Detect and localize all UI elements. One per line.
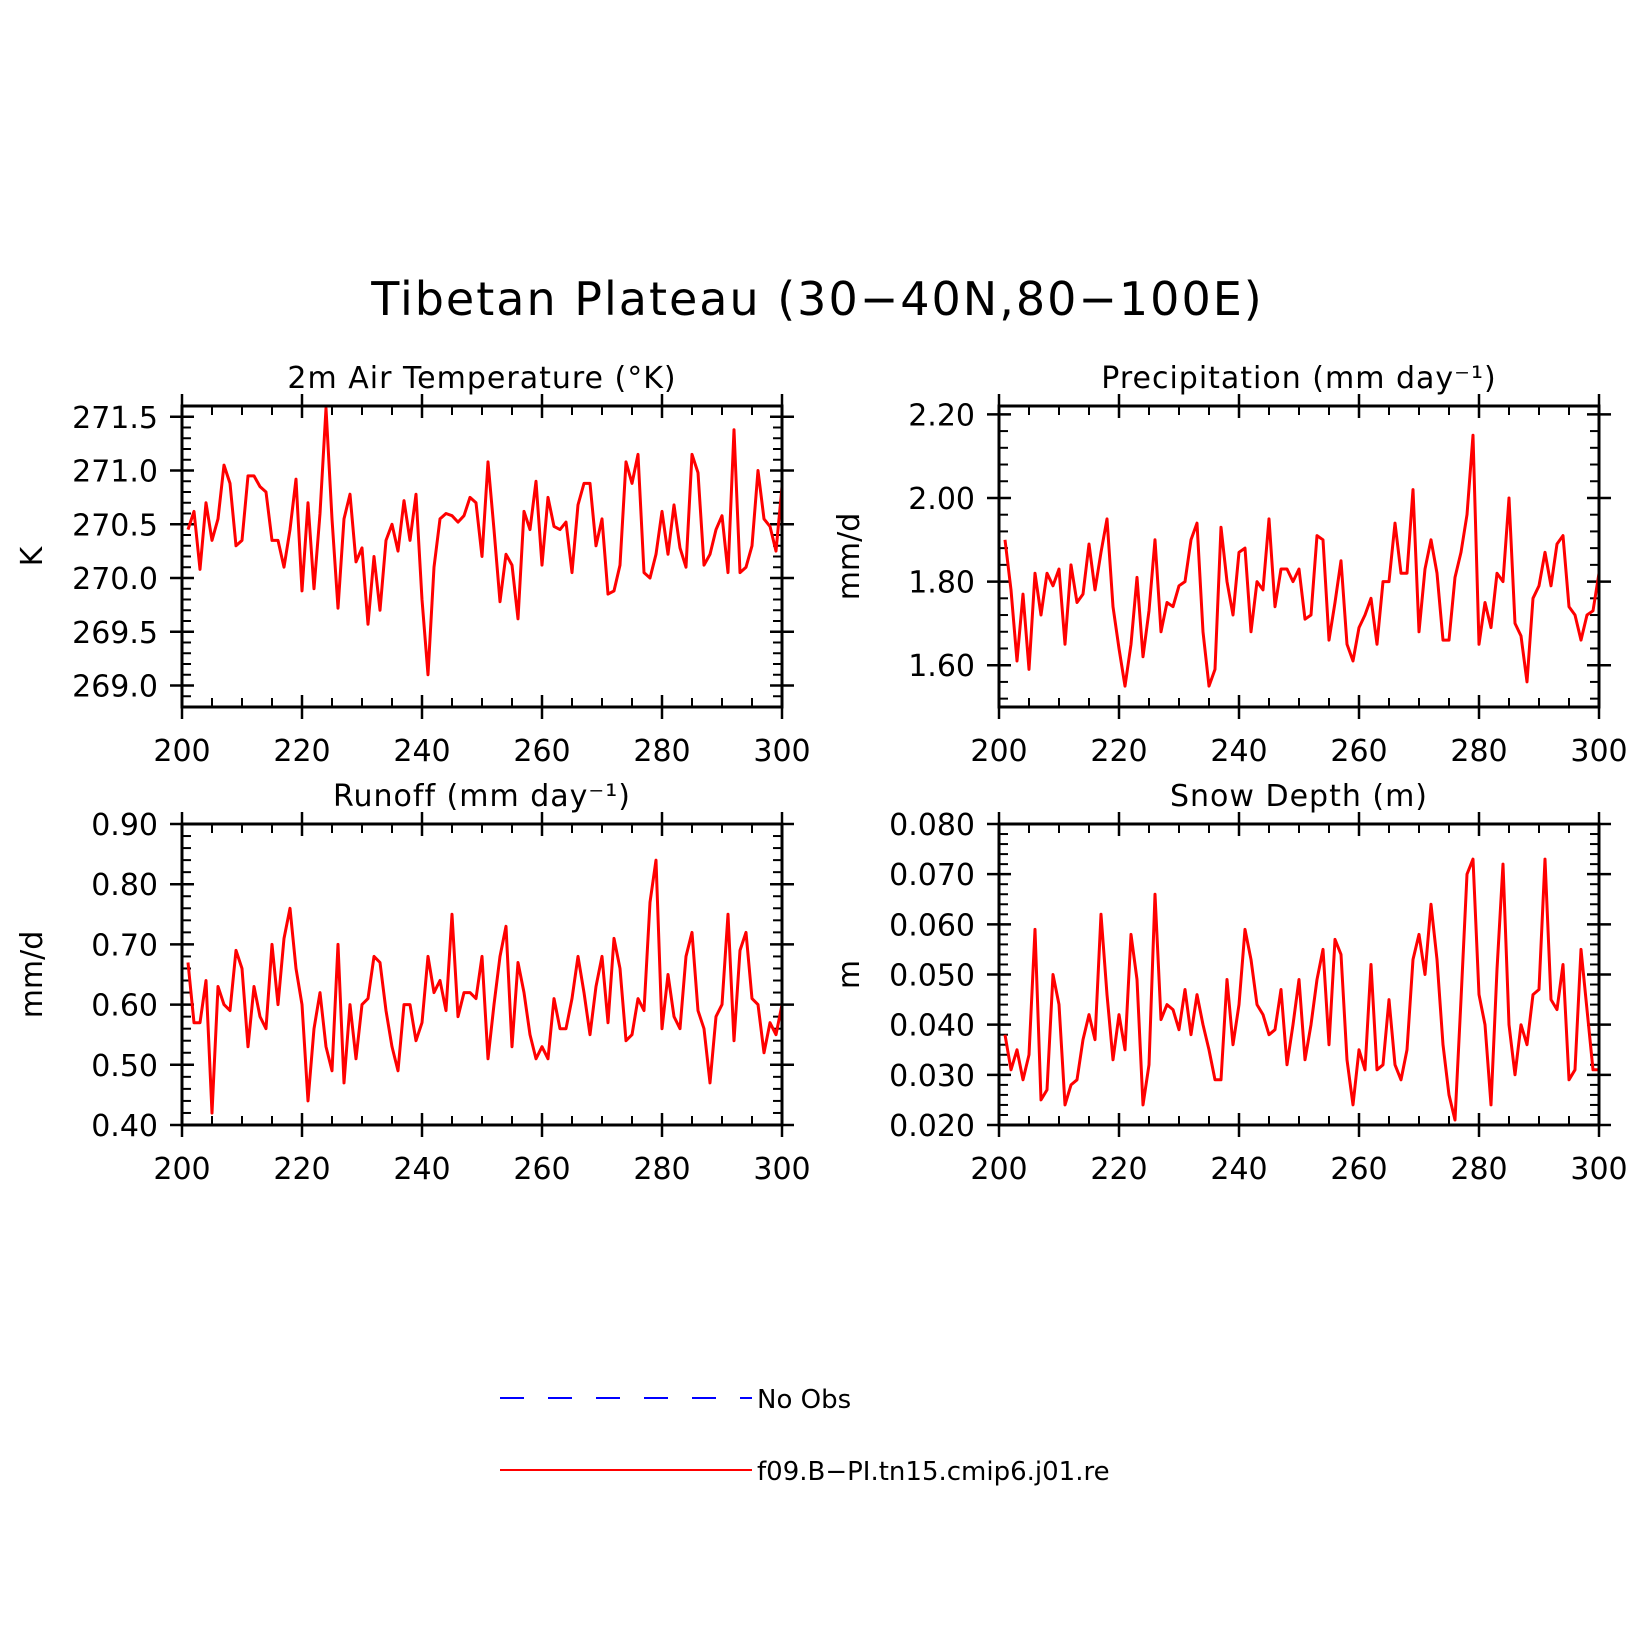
x-tick-label: 260 [513, 734, 570, 769]
y-tick-label: 1.60 [908, 649, 975, 684]
plot-frame-runoff [180, 822, 784, 1127]
x-tick-label: 220 [273, 1152, 330, 1187]
x-tick-label: 300 [753, 734, 810, 769]
plot-frame-snow-depth [997, 822, 1601, 1127]
x-tick-label: 280 [1450, 1152, 1507, 1187]
panel-title-temperature: 2m Air Temperature (°K) [287, 361, 676, 396]
x-tick-label: 220 [1090, 734, 1147, 769]
panel-precipitation: Precipitation (mm day⁻¹) mm/d 200 220 240 260… [832, 361, 1628, 769]
y-axis-label-temperature: K [15, 545, 50, 566]
x-tick-label: 280 [633, 1152, 690, 1187]
y-axis-label-snow-depth: m [832, 960, 867, 989]
legend-no-obs-label: No Obs [757, 1385, 851, 1415]
y-tick-label: 0.080 [889, 808, 975, 843]
x-tick-label: 200 [153, 1152, 210, 1187]
y-tick-label: 0.060 [889, 908, 975, 943]
y-tick-label: 270.0 [72, 562, 158, 597]
y-tick-label: 0.60 [91, 989, 158, 1024]
y-tick-label: 270.5 [72, 508, 158, 543]
y-tick-label: 2.00 [908, 482, 975, 517]
x-tick-label: 280 [633, 734, 690, 769]
legend-model-label: f09.B−PI.tn15.cmip6.j01.re [757, 1457, 1110, 1487]
y-tick-label: 0.80 [91, 868, 158, 903]
series-line-snow-depth [1003, 857, 1599, 1122]
panel-title-precipitation: Precipitation (mm day⁻¹) [1101, 361, 1496, 396]
x-tick-label: 260 [1330, 1152, 1387, 1187]
legend: No Obs f09.B−PI.tn15.cmip6.j01.re [500, 1385, 1110, 1487]
x-tick-label: 200 [970, 734, 1027, 769]
x-tick-label: 200 [970, 1152, 1027, 1187]
y-tick-label: 2.20 [908, 398, 975, 433]
x-tick-label: 240 [393, 1152, 450, 1187]
panel-snow-depth: Snow Depth (m) m 200 220 240 260 280 300 0.020 0.… [832, 779, 1628, 1187]
x-tick-label: 220 [1090, 1152, 1147, 1187]
x-tick-label: 260 [513, 1152, 570, 1187]
series-line-precipitation [1003, 433, 1601, 688]
y-tick-label: 271.5 [72, 401, 158, 436]
series-line-temperature [186, 406, 784, 677]
y-tick-label: 0.070 [889, 858, 975, 893]
figure-title: Tibetan Plateau (30−40N,80−100E) [371, 272, 1264, 326]
y-tick-label: 0.90 [91, 808, 158, 843]
plot-frame-precipitation [997, 404, 1601, 709]
x-tick-label: 300 [1570, 734, 1627, 769]
panel-runoff: Runoff (mm day⁻¹) mm/d 200 220 240 260 280 300 0… [15, 779, 811, 1187]
x-tick-label: 200 [153, 734, 210, 769]
x-tick-label: 220 [273, 734, 330, 769]
y-tick-label: 269.5 [72, 616, 158, 651]
x-tick-label: 240 [393, 734, 450, 769]
y-tick-label: 0.050 [889, 959, 975, 994]
x-tick-label: 240 [1210, 734, 1267, 769]
y-tick-label: 0.040 [889, 1009, 975, 1044]
y-axis-label-runoff: mm/d [15, 931, 50, 1019]
panel-title-snow-depth: Snow Depth (m) [1170, 779, 1428, 814]
panels-group: 2m Air Temperature (°K) K 200 220 240 260 280 3… [15, 361, 1628, 1187]
y-tick-label: 0.50 [91, 1049, 158, 1084]
y-tick-label: 0.030 [889, 1059, 975, 1094]
plot-frame-temperature [180, 404, 784, 709]
panel-title-runoff: Runoff (mm day⁻¹) [333, 779, 631, 814]
y-axis-label-precipitation: mm/d [832, 513, 867, 601]
x-tick-label: 240 [1210, 1152, 1267, 1187]
y-tick-label: 271.0 [72, 455, 158, 490]
y-tick-label: 269.0 [72, 670, 158, 705]
x-tick-label: 300 [1570, 1152, 1627, 1187]
y-tick-label: 1.80 [908, 566, 975, 601]
x-tick-label: 280 [1450, 734, 1507, 769]
x-tick-label: 300 [753, 1152, 810, 1187]
y-tick-label: 0.020 [889, 1109, 975, 1144]
x-tick-label: 260 [1330, 734, 1387, 769]
y-tick-label: 0.40 [91, 1109, 158, 1144]
y-tick-label: 0.70 [91, 928, 158, 963]
series-line-runoff [186, 858, 784, 1115]
panel-temperature: 2m Air Temperature (°K) K 200 220 240 260 280 3… [15, 361, 811, 769]
